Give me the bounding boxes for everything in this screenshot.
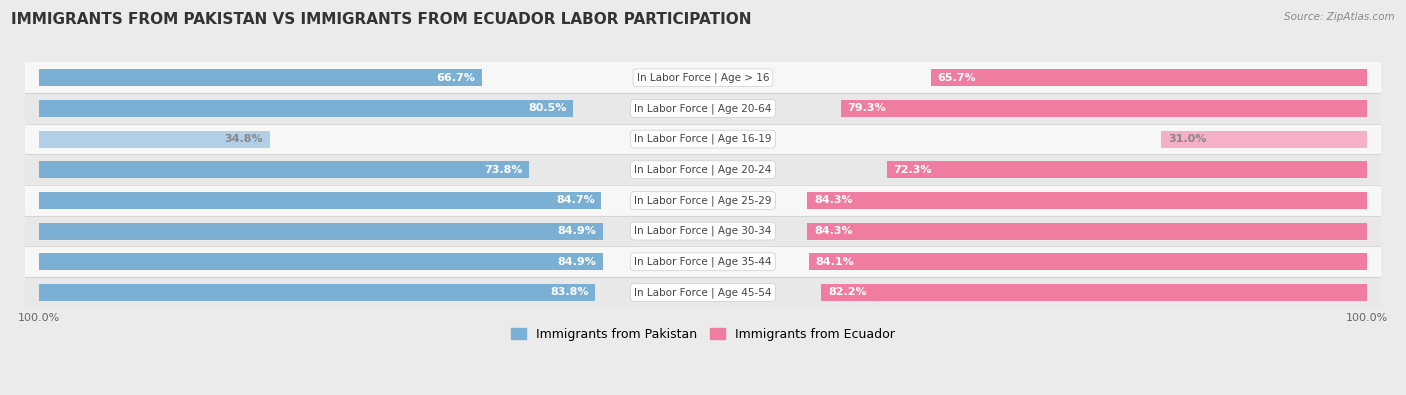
Text: 65.7%: 65.7%: [938, 73, 976, 83]
Text: 82.2%: 82.2%: [828, 288, 866, 297]
Text: In Labor Force | Age 25-29: In Labor Force | Age 25-29: [634, 195, 772, 206]
Bar: [1161, 131, 1367, 147]
Bar: [931, 69, 1367, 86]
Text: In Labor Force | Age 30-34: In Labor Force | Age 30-34: [634, 226, 772, 236]
Bar: [39, 192, 602, 209]
Text: IMMIGRANTS FROM PAKISTAN VS IMMIGRANTS FROM ECUADOR LABOR PARTICIPATION: IMMIGRANTS FROM PAKISTAN VS IMMIGRANTS F…: [11, 12, 752, 27]
Bar: [39, 161, 529, 178]
Text: 80.5%: 80.5%: [529, 103, 567, 113]
Bar: [25, 154, 1381, 185]
Bar: [39, 253, 603, 270]
Text: In Labor Force | Age 35-44: In Labor Force | Age 35-44: [634, 256, 772, 267]
Text: 72.3%: 72.3%: [894, 165, 932, 175]
Text: 73.8%: 73.8%: [484, 165, 522, 175]
Text: In Labor Force | Age 20-24: In Labor Force | Age 20-24: [634, 164, 772, 175]
Text: 83.8%: 83.8%: [550, 288, 589, 297]
Bar: [25, 62, 1381, 93]
Bar: [25, 246, 1381, 277]
Text: 84.9%: 84.9%: [557, 257, 596, 267]
Bar: [807, 192, 1367, 209]
Text: 79.3%: 79.3%: [848, 103, 886, 113]
Bar: [39, 131, 270, 147]
Bar: [39, 223, 603, 239]
Bar: [807, 223, 1367, 239]
Bar: [25, 216, 1381, 246]
Bar: [841, 100, 1367, 117]
Text: In Labor Force | Age > 16: In Labor Force | Age > 16: [637, 73, 769, 83]
Bar: [887, 161, 1367, 178]
Text: 66.7%: 66.7%: [436, 73, 475, 83]
Text: Source: ZipAtlas.com: Source: ZipAtlas.com: [1284, 12, 1395, 22]
Bar: [39, 284, 595, 301]
Text: 84.3%: 84.3%: [814, 226, 852, 236]
Bar: [39, 100, 574, 117]
Bar: [39, 69, 482, 86]
Bar: [808, 253, 1367, 270]
Text: 34.8%: 34.8%: [225, 134, 263, 144]
Text: In Labor Force | Age 45-54: In Labor Force | Age 45-54: [634, 287, 772, 298]
Bar: [25, 185, 1381, 216]
Text: In Labor Force | Age 16-19: In Labor Force | Age 16-19: [634, 134, 772, 144]
Bar: [25, 93, 1381, 124]
Text: 84.7%: 84.7%: [555, 196, 595, 205]
Bar: [821, 284, 1367, 301]
Text: 84.9%: 84.9%: [557, 226, 596, 236]
Text: In Labor Force | Age 20-64: In Labor Force | Age 20-64: [634, 103, 772, 114]
Bar: [25, 277, 1381, 308]
Legend: Immigrants from Pakistan, Immigrants from Ecuador: Immigrants from Pakistan, Immigrants fro…: [506, 323, 900, 346]
Text: 31.0%: 31.0%: [1168, 134, 1206, 144]
Bar: [25, 124, 1381, 154]
Text: 84.1%: 84.1%: [815, 257, 853, 267]
Text: 84.3%: 84.3%: [814, 196, 852, 205]
